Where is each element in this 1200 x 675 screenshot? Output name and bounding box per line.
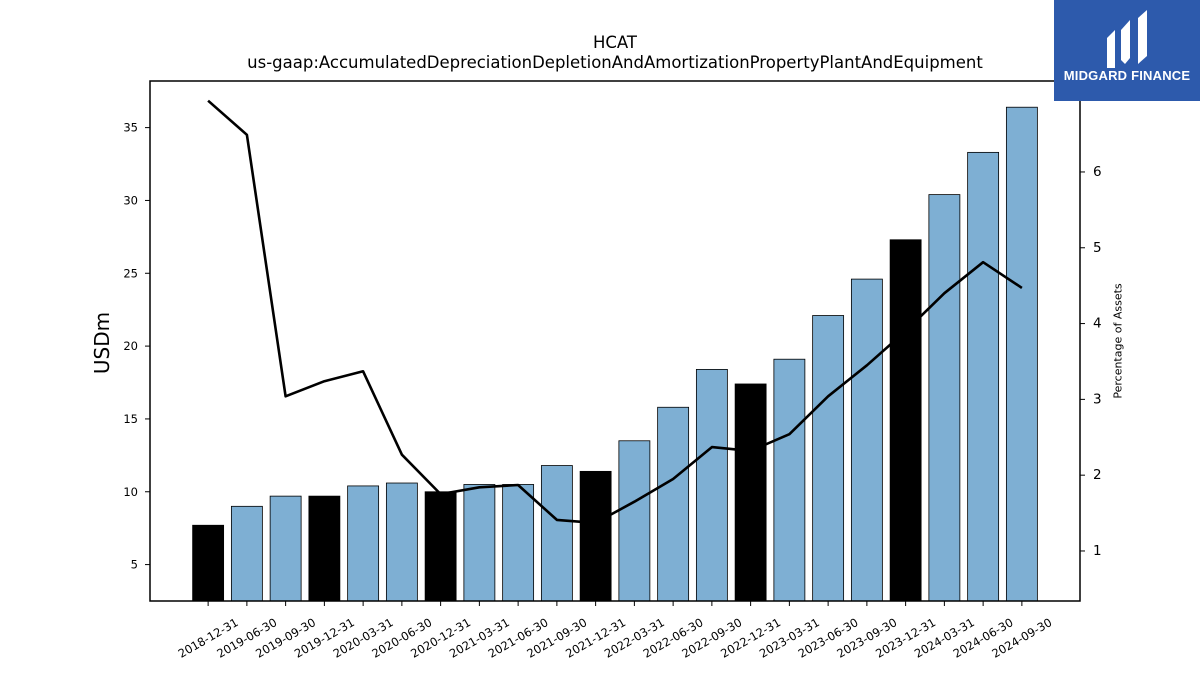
bar-2021-06-30	[502, 484, 535, 601]
y-tick-label: 25	[123, 266, 138, 280]
bar-2022-06-30	[657, 406, 690, 601]
x-axis: 2018-12-312019-06-302019-09-302019-12-31…	[176, 601, 1054, 661]
midgard-finance-logo: MIDGARD FINANCE	[1054, 0, 1200, 101]
bar-2021-03-31	[463, 484, 496, 601]
bar-2020-12-31	[424, 491, 457, 601]
midgard-logo-icon	[1107, 10, 1147, 68]
y2-axis-label: Percentage of Assets	[1112, 283, 1125, 399]
y-axis-label: USDm	[90, 312, 114, 374]
bar-2022-09-30	[695, 368, 728, 601]
logo-mark-bar	[1121, 20, 1130, 64]
chart-title: HCAT	[593, 33, 638, 52]
logo-mark-bar	[1107, 30, 1115, 68]
y-tick-label: 5	[131, 558, 138, 572]
logo-wordmark: MIDGARD FINANCE	[1063, 68, 1191, 83]
bar-2020-06-30	[385, 482, 418, 601]
bar-2019-12-31	[308, 495, 341, 601]
bar-2024-09-30	[1005, 106, 1038, 601]
y2-tick-label: 5	[1093, 240, 1102, 256]
y2-tick-label: 2	[1093, 467, 1102, 483]
bar-2022-03-31	[618, 440, 651, 601]
y-tick-label: 15	[123, 412, 138, 426]
bar-series	[192, 106, 1038, 601]
logo-mark-bar	[1138, 10, 1147, 64]
bar-2019-06-30	[230, 505, 263, 601]
bar-2023-09-30	[850, 278, 883, 601]
y2-tick-label: 1	[1093, 543, 1102, 559]
y2-tick-label: 4	[1093, 316, 1102, 332]
bar-2024-06-30	[967, 151, 1000, 601]
bar-2021-12-31	[579, 470, 612, 601]
y-tick-label: 30	[123, 193, 138, 207]
y-tick-label: 35	[123, 121, 138, 135]
y2-tick-label: 3	[1093, 391, 1102, 407]
bar-2023-03-31	[773, 358, 806, 601]
bar-2024-03-31	[928, 194, 961, 601]
right-y-axis: 1 2 3 4 5 6	[1080, 164, 1102, 559]
bar-2019-09-30	[269, 495, 302, 601]
bar-2021-09-30	[540, 465, 573, 601]
bar-2023-12-31	[889, 239, 922, 601]
bar-2018-12-31	[192, 524, 225, 601]
percentage-of-assets-line	[207, 99, 1023, 525]
chart-subtitle: us-gaap:AccumulatedDepreciationDepletion…	[247, 53, 983, 72]
left-y-axis: 5 10 15 20 25 30 35	[123, 121, 150, 572]
plot-frame	[149, 80, 1081, 602]
line-series	[207, 99, 1023, 525]
bar-2022-12-31	[734, 383, 767, 601]
y-tick-label: 20	[123, 339, 138, 353]
y-tick-label: 10	[123, 485, 138, 499]
bar-2020-03-31	[347, 485, 380, 601]
bar-2023-06-30	[812, 315, 845, 601]
y2-tick-label: 6	[1093, 164, 1102, 180]
